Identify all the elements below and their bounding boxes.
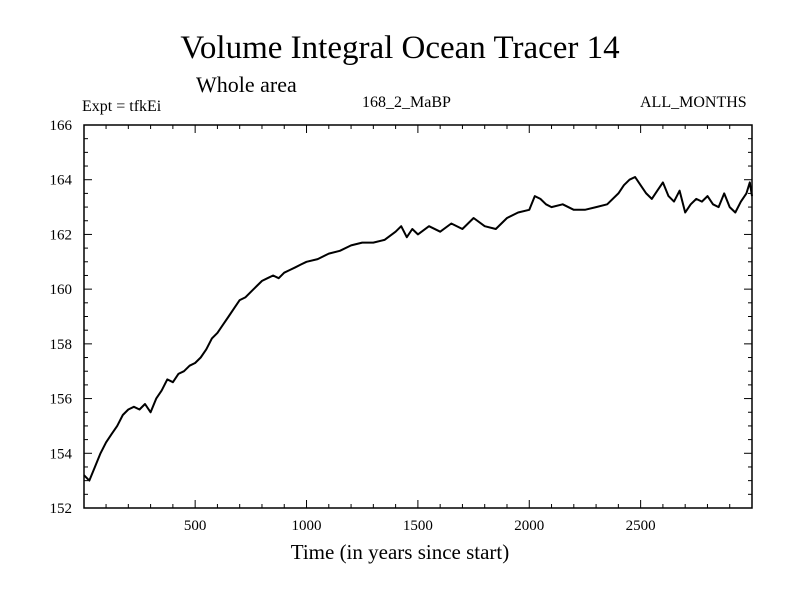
series-line-group: [83, 176, 753, 482]
months-label: ALL_MONTHS: [640, 94, 747, 111]
tick-labels: 152 154 156 158 160 162 164 166 500 1000 1500 2000 2…: [50, 118, 656, 534]
plot-frame: [83, 124, 753, 509]
chart-subtitle: Whole area: [196, 72, 297, 97]
x-tick-label: 2500: [626, 518, 656, 534]
y-tick-label: 154: [50, 446, 73, 462]
period-label: 168_2_MaBP: [362, 94, 451, 111]
x-tick-label: 1500: [403, 518, 433, 534]
y-tick-label: 166: [50, 118, 73, 134]
y-tick-label: 164: [50, 173, 73, 189]
experiment-label: Expt = tfkEi: [82, 98, 162, 115]
y-tick-label: 162: [50, 227, 73, 243]
x-tick-label: 500: [184, 518, 207, 534]
y-tick-label: 160: [50, 282, 73, 298]
x-tick-label: 1000: [292, 518, 322, 534]
chart-title: Volume Integral Ocean Tracer 14: [180, 30, 620, 66]
y-tick-label: 156: [50, 392, 73, 408]
y-tick-label: 158: [50, 337, 73, 353]
axis-ticks: [84, 124, 752, 509]
series-line: [83, 176, 753, 482]
y-tick-label: 152: [50, 501, 73, 517]
x-axis-label: Time (in years since start): [290, 540, 510, 564]
x-tick-label: 2000: [514, 518, 544, 534]
